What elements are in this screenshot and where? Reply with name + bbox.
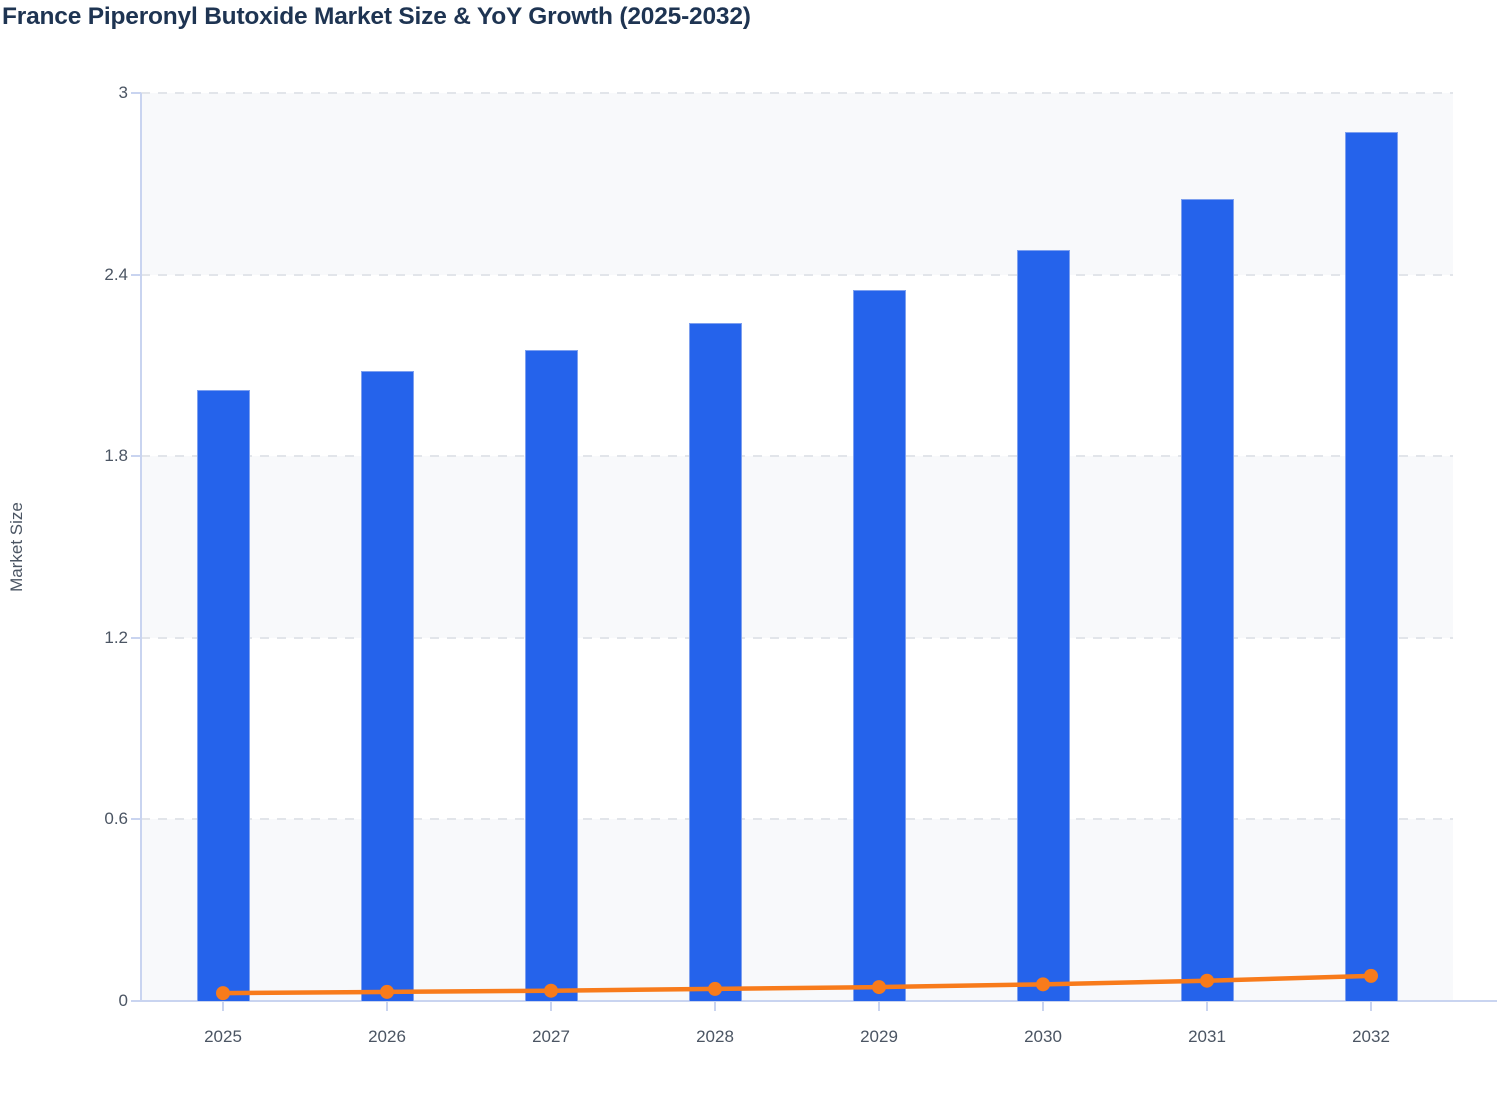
yoy-marker-2030[interactable] <box>1036 977 1050 992</box>
gridline <box>141 273 1453 276</box>
y-tick-label: 0 <box>118 991 128 1010</box>
gridline <box>141 636 1453 639</box>
plot-area: 3 2.4 1.8 1.2 0.6 0 2025 2026 2027 2028 2029 2030 2… <box>104 83 1497 1046</box>
yoy-marker-2031[interactable] <box>1200 973 1214 988</box>
x-tick-mark <box>1042 1001 1044 1011</box>
x-tick-label-2027: 2027 <box>532 1027 570 1046</box>
yoy-marker-2026[interactable] <box>380 984 394 999</box>
y-axis-line <box>140 93 142 1001</box>
x-tick-mark <box>550 1001 552 1011</box>
chart-title: France Piperonyl Butoxide Market Size & … <box>2 3 751 30</box>
gridline <box>141 818 1453 821</box>
bar-2025[interactable] <box>196 389 250 1001</box>
x-tick-label-2028: 2028 <box>696 1027 734 1046</box>
bar-2030[interactable] <box>1016 250 1070 1001</box>
x-tick-label-2032: 2032 <box>1352 1027 1390 1046</box>
y-tick-mark <box>131 636 141 639</box>
bar-2028[interactable] <box>688 323 742 1001</box>
plot-band <box>141 819 1453 1001</box>
y-tick-mark <box>131 273 141 276</box>
gridline <box>141 455 1453 458</box>
x-axis-line <box>140 1000 1497 1002</box>
yoy-marker-2025[interactable] <box>216 986 230 1001</box>
y-tick-mark <box>131 1000 141 1002</box>
gridline <box>141 92 1453 94</box>
yoy-marker-2029[interactable] <box>872 980 886 995</box>
y-tick-mark <box>131 818 141 821</box>
bar-2029[interactable] <box>852 289 906 1001</box>
yoy-growth-line <box>220 973 1374 996</box>
plot-band <box>141 456 1453 638</box>
x-tick-mark <box>222 1001 224 1011</box>
x-tick-mark <box>1370 1001 1372 1011</box>
y-tick-label: 0.6 <box>104 809 128 829</box>
x-tick-mark <box>878 1001 880 1011</box>
y-axis-title: Market Size <box>7 502 26 592</box>
x-tick-mark <box>386 1001 388 1011</box>
x-tick-label-2029: 2029 <box>860 1027 898 1046</box>
bar-2032[interactable] <box>1344 132 1398 1001</box>
y-tick-label: 1.2 <box>104 627 128 647</box>
yoy-marker-2028[interactable] <box>708 981 722 996</box>
yoy-marker-2027[interactable] <box>544 983 558 998</box>
y-tick-label: 1.8 <box>104 446 128 466</box>
x-tick-label-2025: 2025 <box>204 1027 242 1046</box>
y-tick-mark <box>131 92 141 94</box>
y-tick-label: 2.4 <box>104 264 128 284</box>
bar-2027[interactable] <box>524 350 578 1001</box>
y-tick-mark <box>131 455 141 458</box>
plot-band <box>141 93 1453 275</box>
x-tick-label-2026: 2026 <box>368 1027 406 1046</box>
x-tick-label-2031: 2031 <box>1188 1027 1226 1046</box>
x-tick-mark <box>1206 1001 1208 1011</box>
yoy-marker-2032[interactable] <box>1364 968 1378 983</box>
yoy-line-layer <box>216 968 1378 1001</box>
y-tick-label: 3 <box>118 83 128 102</box>
x-tick-mark <box>714 1001 716 1011</box>
bar-2026[interactable] <box>360 371 414 1001</box>
bar-2031[interactable] <box>1180 198 1234 1001</box>
x-tick-label-2030: 2030 <box>1024 1027 1062 1046</box>
